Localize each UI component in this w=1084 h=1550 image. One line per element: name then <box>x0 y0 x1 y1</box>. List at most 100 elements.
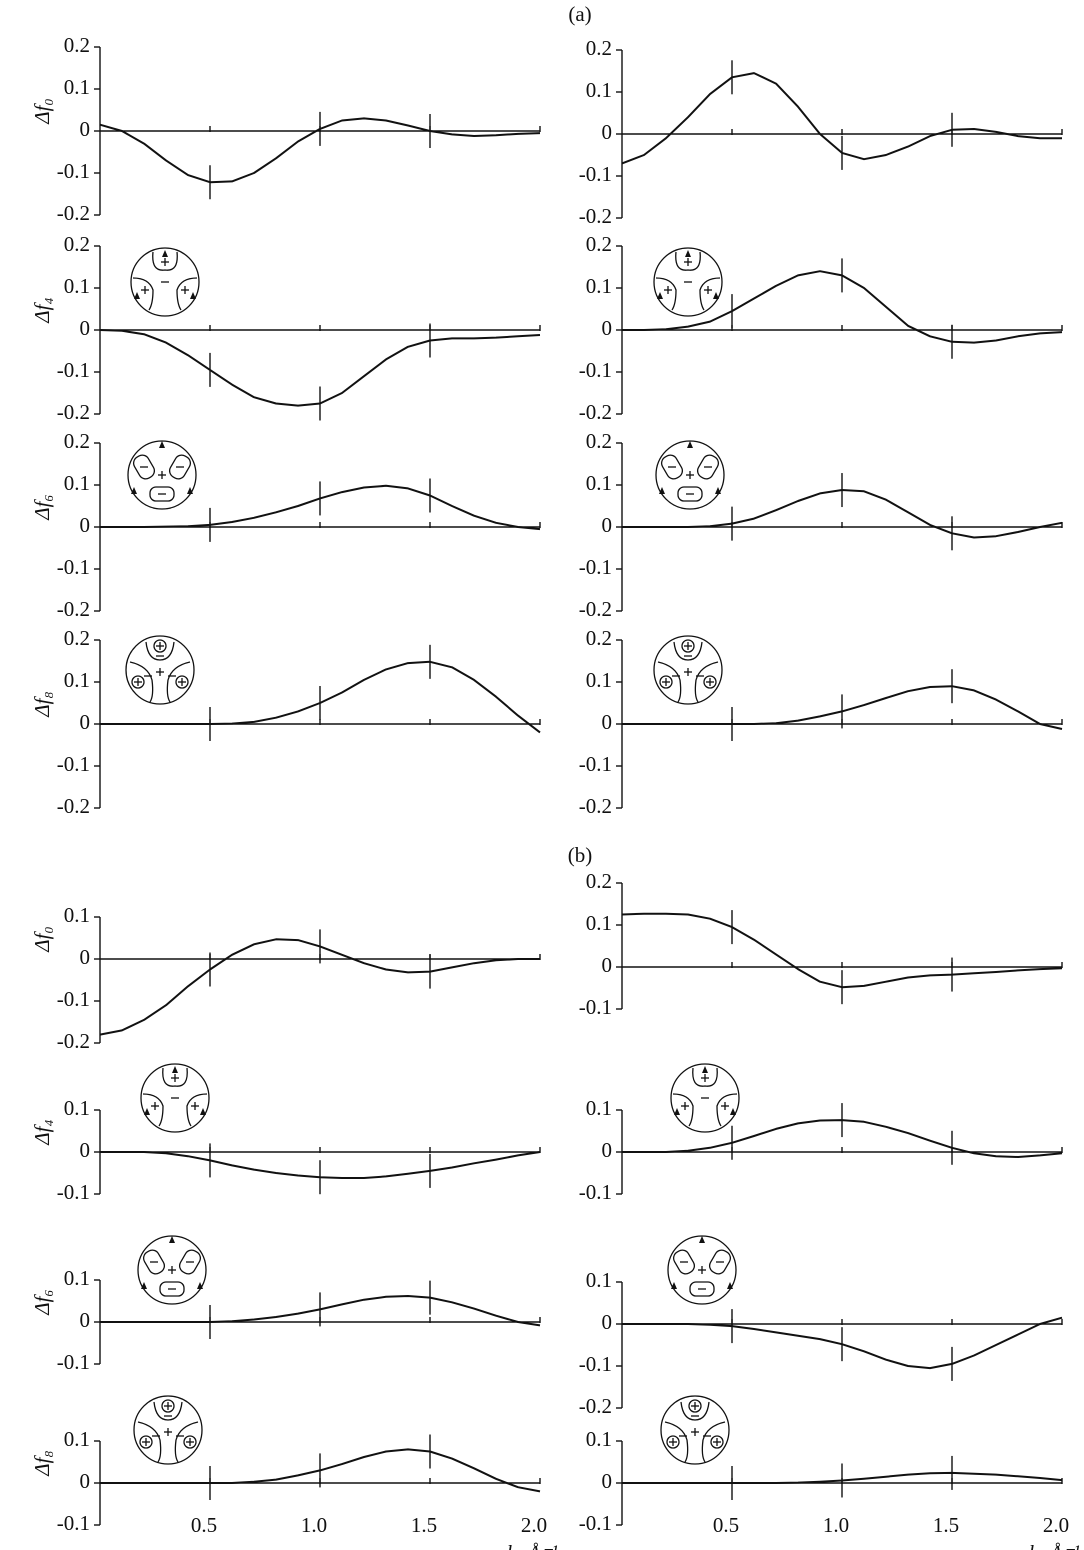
icon-marker <box>190 292 196 299</box>
icon-lobe <box>137 1401 199 1463</box>
y-tick-label: -0.1 <box>57 752 90 776</box>
y-tick-label: 0.2 <box>64 232 90 256</box>
curve <box>100 484 541 531</box>
y-tick-label: -0.1 <box>57 358 90 382</box>
icon-circle <box>653 635 723 705</box>
icon-lobe <box>659 675 673 689</box>
icon-lobe <box>675 251 701 271</box>
icon-lobe <box>666 1435 680 1449</box>
icon-marker <box>200 1108 206 1115</box>
y-tick-label: 0 <box>80 1469 91 1493</box>
y-axis-label: Δf₆ <box>30 494 54 520</box>
curve <box>621 912 1063 989</box>
icon-lobe <box>703 675 717 689</box>
icon-lobe <box>142 1249 166 1275</box>
icon-lobe <box>660 454 684 480</box>
y-tick-label: 0 <box>80 316 91 340</box>
y-tick-label: 0.1 <box>64 1266 90 1290</box>
y-axis-label: Δf₀ <box>30 98 54 124</box>
inset-icon <box>127 440 197 510</box>
curve <box>100 1295 541 1327</box>
x-tick-label: 0.5 <box>191 1513 217 1537</box>
icon-lobe <box>657 641 719 703</box>
y-tick-label: 0 <box>602 1310 613 1334</box>
y-tick-label: 0.2 <box>586 626 612 650</box>
curve <box>622 489 1063 539</box>
icon-circle <box>133 1395 203 1465</box>
y-tick-label: 0.2 <box>64 429 90 453</box>
inset-icon <box>655 440 725 510</box>
curve <box>100 660 541 734</box>
y-tick-label: 0 <box>80 1308 91 1332</box>
y-axis-label: Δf₄ <box>30 297 54 323</box>
icon-lobe <box>159 1281 185 1297</box>
y-tick-label: -0.2 <box>57 597 90 621</box>
y-tick-label: 0.1 <box>586 1268 612 1292</box>
y-tick-label: 0.2 <box>586 232 612 256</box>
icon-marker <box>131 487 137 494</box>
inset-icon <box>133 1395 203 1465</box>
y-tick-label: 0 <box>602 513 613 537</box>
icon-lobe <box>149 486 175 502</box>
y-tick-label: -0.2 <box>579 794 612 818</box>
y-tick-label: 0.1 <box>586 274 612 298</box>
inset-icon <box>667 1235 737 1305</box>
x-tick-label: 1.0 <box>823 1513 849 1537</box>
y-tick-label: -0.1 <box>57 1511 90 1535</box>
y-tick-label: 0 <box>80 710 91 734</box>
y-tick-label: 0.1 <box>64 471 90 495</box>
icon-circle <box>125 635 195 705</box>
icon-marker <box>699 1236 705 1243</box>
icon-marker <box>727 1282 733 1289</box>
x-tick-label: 2.0 <box>1043 1513 1069 1537</box>
y-tick-label: -0.2 <box>57 400 90 424</box>
y-tick-label: -0.1 <box>57 159 90 183</box>
inset-icon <box>130 247 200 317</box>
icon-marker <box>657 292 663 299</box>
icon-lobe <box>696 454 720 480</box>
icon-marker <box>197 1282 203 1289</box>
y-tick-label: 0 <box>602 316 613 340</box>
y-axis-label: Δf₄ <box>30 1119 54 1145</box>
icon-marker <box>169 1236 175 1243</box>
icon-lobe <box>672 1093 694 1127</box>
y-tick-label: -0.1 <box>579 752 612 776</box>
curve <box>100 1448 541 1493</box>
icon-marker <box>730 1108 736 1115</box>
icon-lobe <box>175 675 189 689</box>
icon-lobe <box>178 1249 202 1275</box>
inset-icon <box>137 1235 207 1305</box>
icon-marker <box>715 487 721 494</box>
icon-lobe <box>142 1093 164 1127</box>
y-tick-label: -0.2 <box>579 400 612 424</box>
y-tick-label: 0.1 <box>64 668 90 692</box>
inset-icon <box>653 635 723 705</box>
icon-marker <box>702 1066 708 1073</box>
icon-lobe <box>677 486 703 502</box>
y-tick-label: 0 <box>602 120 613 144</box>
icon-marker <box>172 1066 178 1073</box>
curve <box>622 270 1063 344</box>
icon-lobe <box>161 1399 175 1413</box>
y-tick-label: -0.2 <box>57 201 90 225</box>
y-tick-label: 0 <box>602 1138 613 1162</box>
icon-marker <box>659 487 665 494</box>
icon-circle <box>130 247 200 317</box>
icon-marker <box>713 292 719 299</box>
x-tick-label: 1.5 <box>411 1513 437 1537</box>
icon-lobe <box>162 1067 188 1087</box>
y-tick-label: 0 <box>602 953 613 977</box>
icon-lobe <box>132 454 156 480</box>
curve <box>622 685 1063 730</box>
y-tick-label: 0.1 <box>586 471 612 495</box>
inset-icon <box>125 635 195 705</box>
y-tick-label: 0 <box>602 1469 613 1493</box>
y-tick-label: 0.2 <box>64 626 90 650</box>
x-axis-label: b, Å⁻¹ <box>507 1541 558 1550</box>
icon-lobe <box>664 1401 726 1463</box>
curve <box>99 938 540 1036</box>
y-tick-label: 0 <box>80 513 91 537</box>
x-tick-label: 0.5 <box>713 1513 739 1537</box>
curve <box>99 117 541 184</box>
y-tick-label: 0.1 <box>64 1427 90 1451</box>
